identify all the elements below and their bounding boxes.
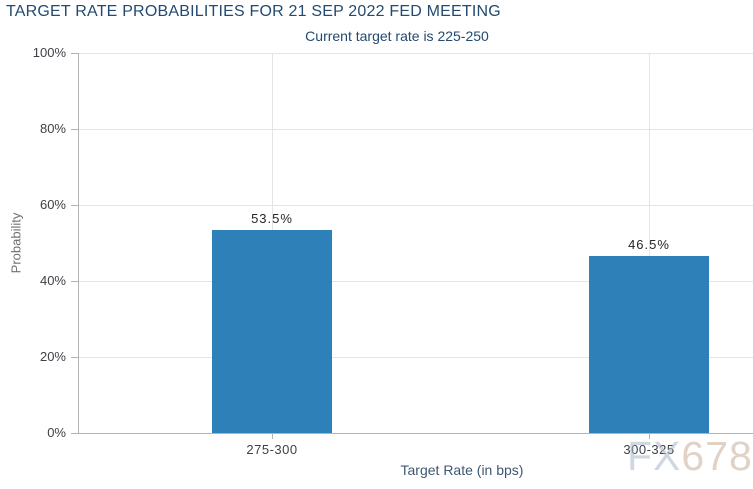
- y-tick-label: 80%: [39, 121, 66, 136]
- x-axis-line: [78, 433, 753, 434]
- watermark-678: 678: [681, 433, 753, 479]
- y-axis-tick: [71, 433, 78, 434]
- bar-value-label: 53.5%: [251, 211, 293, 226]
- y-tick-label: 40%: [39, 273, 66, 288]
- y-axis-title: Probability: [8, 212, 24, 274]
- gridline-horizontal: [78, 281, 753, 282]
- y-axis-line: [78, 53, 79, 433]
- x-axis-tick: [272, 433, 273, 439]
- gridline-horizontal: [78, 205, 753, 206]
- gridline-vertical: [649, 53, 650, 433]
- bar-value-label: 46.5%: [628, 237, 670, 252]
- y-tick-label: 100%: [32, 45, 66, 60]
- watermark-fx: FX: [627, 433, 682, 479]
- y-tick-label: 20%: [39, 349, 66, 364]
- gridline-horizontal: [78, 53, 753, 54]
- y-tick-label: 60%: [39, 197, 66, 212]
- x-tick-label: 275-300: [246, 442, 298, 457]
- y-axis-tick: [71, 205, 78, 206]
- gridline-horizontal: [78, 357, 753, 358]
- x-axis-title: Target Rate (in bps): [400, 462, 524, 478]
- y-axis-tick: [71, 357, 78, 358]
- bar-300-325[interactable]: [589, 256, 709, 433]
- x-axis-tick: [649, 433, 650, 439]
- y-tick-label: 0%: [47, 425, 66, 440]
- gridline-horizontal: [78, 129, 753, 130]
- y-axis-tick: [71, 281, 78, 282]
- chart-subtitle: Current target rate is 225-250: [305, 28, 489, 44]
- y-axis-tick: [71, 129, 78, 130]
- chart-title: TARGET RATE PROBABILITIES FOR 21 SEP 202…: [6, 3, 501, 20]
- y-axis-tick: [71, 53, 78, 54]
- fx678-watermark: FX678: [627, 436, 753, 477]
- x-tick-label: 300-325: [623, 442, 675, 457]
- bar-275-300[interactable]: [212, 230, 332, 433]
